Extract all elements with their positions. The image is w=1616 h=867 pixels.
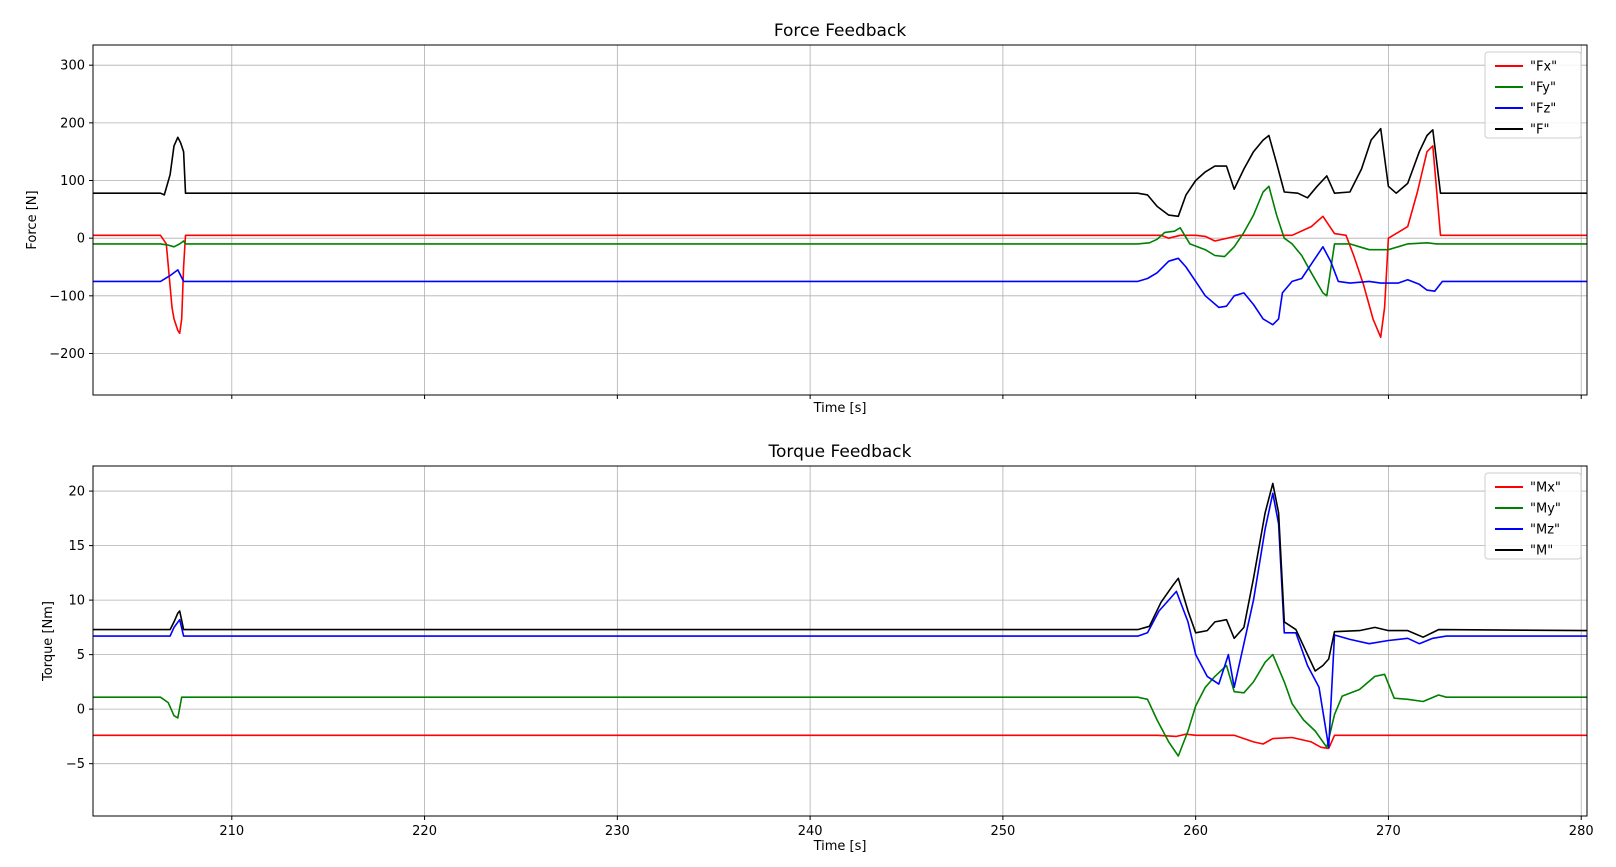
legend-label: "Mz" [1530,523,1560,538]
y-tick-label: 200 [60,116,85,131]
y-tick-label: 100 [60,174,85,189]
legend-label: "My" [1530,502,1561,517]
x-tick-label: 250 [990,824,1015,839]
x-tick-label: 280 [1569,824,1594,839]
series-lines [93,127,1587,339]
force-chart-title: Force Feedback [774,21,907,41]
series-line-fz [93,246,1587,326]
legend-box [1484,472,1582,560]
y-tick-label: 10 [68,594,85,609]
y-tick-label: −5 [66,757,85,772]
y-tick-label: 0 [77,703,85,718]
series-line-mx [93,733,1587,750]
force-feedback-panel: Force Feedback Time [s] Force [N] −200 −1… [25,21,1588,416]
series-lines [93,482,1587,757]
series-line-my [93,653,1587,757]
series-line-fy [93,185,1587,297]
torque-feedback-panel: Torque Feedback Time [s] Torque [Nm] 210… [41,442,1594,854]
y-tick-label: 20 [68,485,85,500]
legend-label: "F" [1530,123,1549,138]
y-tick-label: 5 [77,648,85,663]
x-tick-label: 210 [219,824,244,839]
torque-x-axis-label: Time [s] [813,839,867,854]
axes-frame [92,465,1588,817]
y-tick-label: −100 [49,289,85,304]
torque-chart-title: Torque Feedback [768,442,912,462]
legend-label: "Fz" [1530,102,1556,117]
force-y-axis-label: Force [N] [25,190,40,249]
y-tick-label: −200 [49,347,85,362]
y-tick-label: 15 [68,539,85,554]
force-x-axis-label: Time [s] [813,401,867,416]
series-line-fx [93,145,1587,339]
grid-lines [93,466,1587,816]
series-line-f [93,127,1587,218]
series-line-mz [93,492,1587,749]
y-tick-label: 300 [60,59,85,74]
legend-box [1484,51,1582,139]
torque-y-axis-label: Torque [Nm] [41,601,56,682]
x-tick-label: 220 [412,824,437,839]
grid-lines [93,45,1587,395]
x-tick-label: 270 [1376,824,1401,839]
legend-label: "Mx" [1530,481,1561,496]
legend-label: "Fy" [1530,81,1556,96]
x-tick-label: 240 [798,824,823,839]
legend-label: "M" [1530,544,1553,559]
x-tick-label: 230 [605,824,630,839]
x-tick-label: 260 [1183,824,1208,839]
y-tick-label: 0 [77,232,85,247]
legend: "Fx" "Fy" "Fz" "F" [1484,51,1582,139]
legend-label: "Fx" [1530,60,1557,75]
legend: "Mx" "My" "Mz" "M" [1484,472,1582,560]
series-line-m [93,482,1587,672]
axes-frame [92,44,1588,396]
